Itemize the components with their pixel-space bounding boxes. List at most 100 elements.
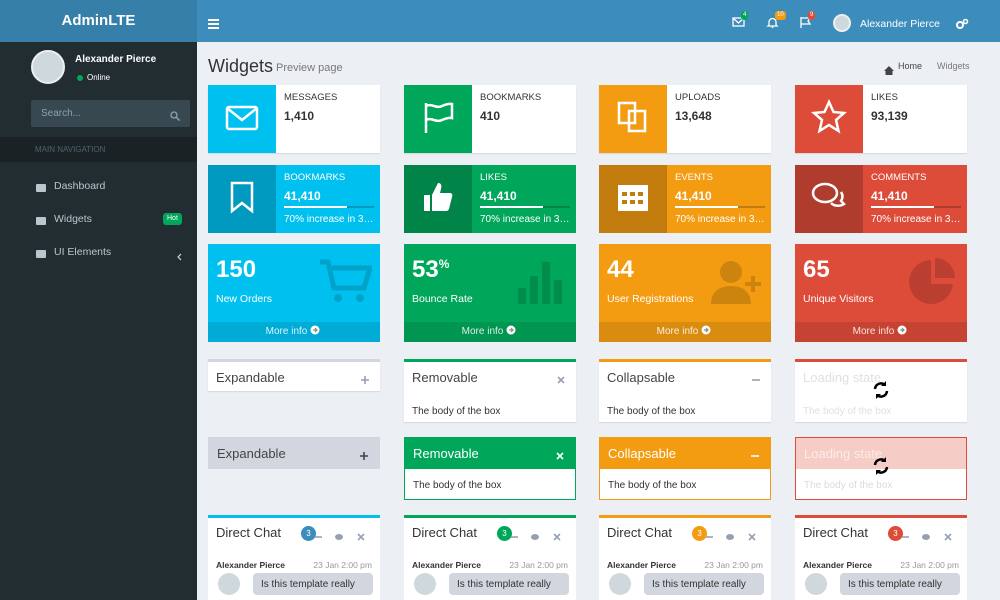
small-box-footer[interactable]: More info (404, 322, 576, 342)
search-box[interactable]: Search... (31, 100, 190, 127)
icon-graphic (884, 66, 894, 75)
box-title: Loading state (803, 370, 882, 385)
info-box-number: 41,410 (284, 189, 321, 203)
icon-shape (36, 184, 46, 192)
more-info[interactable]: More info (265, 326, 308, 337)
arrow-icon (701, 323, 713, 342)
icon-shape (622, 191, 643, 204)
small-box-footer[interactable]: More info (208, 322, 380, 342)
small-box-icon (514, 258, 568, 313)
box-tool (359, 448, 369, 466)
info-box-label: LIKES (480, 172, 507, 183)
small-box: 44 User Registrations More info (599, 244, 771, 342)
solid-box: Collapsable The body of the box (599, 437, 771, 500)
nav-item[interactable]: UI Elements (0, 240, 197, 266)
info-box-progress: COMMENTS 41,410 70% increase in 3… (795, 165, 967, 233)
chat-message: Is this template really (253, 573, 373, 595)
header-user[interactable]: Alexander Pierce (860, 18, 940, 30)
icon-graphic (518, 262, 562, 304)
header-avatar[interactable] (833, 14, 851, 32)
box-tool (360, 372, 370, 390)
settings-icon (955, 17, 969, 35)
icon-shape (745, 282, 761, 286)
icon-graphic (556, 452, 564, 460)
small-box-unit: % (438, 257, 450, 271)
icon-shape (177, 253, 182, 261)
brand-logo[interactable]: AdminLTE (0, 0, 197, 42)
more-info[interactable]: More info (852, 326, 895, 337)
box-title: Collapsable (607, 370, 675, 385)
icon-graphic (617, 101, 647, 132)
icon (811, 179, 847, 220)
icon-shape (335, 534, 343, 540)
icon-shape (361, 376, 369, 384)
info-box-number: 41,410 (480, 189, 517, 203)
icon-shape (944, 533, 952, 541)
small-box-label: Bounce Rate (412, 293, 473, 305)
chat-tools (901, 529, 957, 547)
icon-shape (360, 452, 368, 460)
chat-badge: 3 (497, 526, 512, 541)
breadcrumb-sep (926, 61, 930, 70)
icon-shape (876, 457, 886, 475)
menu-toggle (208, 17, 222, 35)
chat-badge: 3 (301, 526, 316, 541)
icon-graphic (711, 261, 761, 304)
icon (615, 179, 651, 220)
box-title: Removable (412, 370, 478, 385)
info-box-label: LIKES (871, 92, 898, 103)
icon-shape (175, 116, 181, 122)
nav-icon (36, 213, 46, 231)
direct-chat: Direct Chat 3 Alexander Pierce 23 Jan 2:00 … (599, 515, 771, 600)
icon-shape (170, 111, 178, 119)
chat-name: Alexander Pierce (607, 560, 676, 570)
notification-badge: 10 (775, 11, 786, 20)
icon-graphic (177, 253, 182, 261)
info-box-icon (404, 165, 472, 233)
info-box: UPLOADS 13,648 (599, 85, 771, 153)
info-box-icon (795, 85, 863, 153)
header-icon[interactable] (766, 16, 779, 34)
icon-shape (424, 102, 454, 133)
icon-graphic (230, 181, 254, 214)
info-box-progress: EVENTS 41,410 70% increase in 3… (599, 165, 771, 233)
icon-graphic (424, 102, 454, 133)
icon (615, 99, 651, 140)
icon-shape (704, 327, 710, 333)
nav-label: Dashboard (54, 180, 106, 192)
small-box-label: Unique Visitors (803, 293, 874, 305)
small-box-value: 44 (607, 256, 634, 284)
small-box-footer[interactable]: More info (795, 322, 967, 342)
small-box-footer[interactable]: More info (599, 322, 771, 342)
icon-graphic (873, 380, 889, 399)
icon-shape (554, 280, 562, 304)
icon-shape (618, 184, 648, 211)
icon (420, 179, 456, 220)
icon-shape (748, 533, 756, 541)
box-title: Removable (413, 446, 479, 461)
search-placeholder: Search... (41, 108, 82, 119)
icon-shape (638, 199, 643, 204)
nav-icon (36, 180, 46, 198)
box-body: The body of the box (607, 406, 696, 417)
breadcrumb-link[interactable]: Home (898, 61, 923, 71)
chat-title: Direct Chat (216, 525, 282, 540)
progress-bar (480, 206, 570, 208)
loading-overlay (796, 438, 966, 499)
more-info[interactable]: More info (461, 326, 504, 337)
nav-item[interactable]: Dashboard (0, 174, 197, 200)
more-info[interactable]: More info (656, 326, 699, 337)
icon-shape (518, 288, 526, 304)
loading-overlay (795, 362, 967, 422)
box-body: The body of the box (413, 480, 502, 491)
nav-item[interactable]: Widgets Hot (0, 207, 197, 233)
icon-shape (622, 199, 627, 204)
arrow-icon (897, 323, 909, 342)
box-tool (555, 448, 565, 466)
header-icon[interactable] (799, 16, 812, 34)
info-box-icon (599, 165, 667, 233)
chat-time: 23 Jan 2:00 pm (509, 560, 568, 570)
icon-graphic (701, 325, 711, 335)
